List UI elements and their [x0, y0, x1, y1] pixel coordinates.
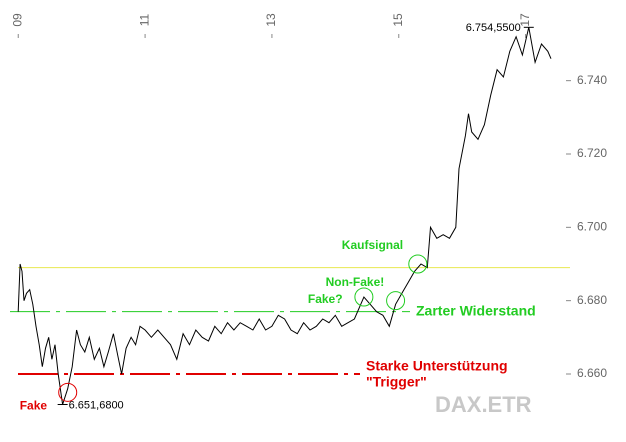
x-tick-label: 13	[264, 13, 278, 27]
y-tick-label: 6.720	[577, 146, 607, 160]
annotation-circle	[58, 382, 78, 402]
extreme-label: 6.754,5500	[466, 22, 521, 34]
reference-label: Starke Unterstützung	[366, 358, 508, 374]
annotation-label: Kaufsignal	[342, 238, 403, 252]
annotation-label: Fake?	[308, 292, 343, 306]
x-tick-label: 15	[391, 13, 405, 27]
x-tick-label: 11	[137, 13, 151, 26]
watermark: DAX.ETR	[435, 392, 532, 417]
x-tick-label: 17	[518, 13, 532, 27]
x-tick-label: 09	[10, 13, 24, 27]
annotation-label: Non-Fake!	[326, 275, 385, 289]
line-series	[17, 27, 552, 405]
reference-label: Zarter Widerstand	[416, 302, 536, 318]
annotation-circle	[354, 287, 374, 307]
annotation-circle	[386, 291, 406, 311]
annotation-circle	[408, 254, 428, 274]
extreme-label: 6.651,6800	[69, 399, 124, 411]
y-tick-label: 6.700	[577, 220, 607, 234]
y-tick-label: 6.680	[577, 293, 607, 307]
y-tick-label: 6.740	[577, 73, 607, 87]
y-tick-label: 6.660	[577, 366, 607, 380]
reference-sublabel: "Trigger"	[366, 374, 427, 390]
annotation-label: Fake	[20, 399, 48, 413]
